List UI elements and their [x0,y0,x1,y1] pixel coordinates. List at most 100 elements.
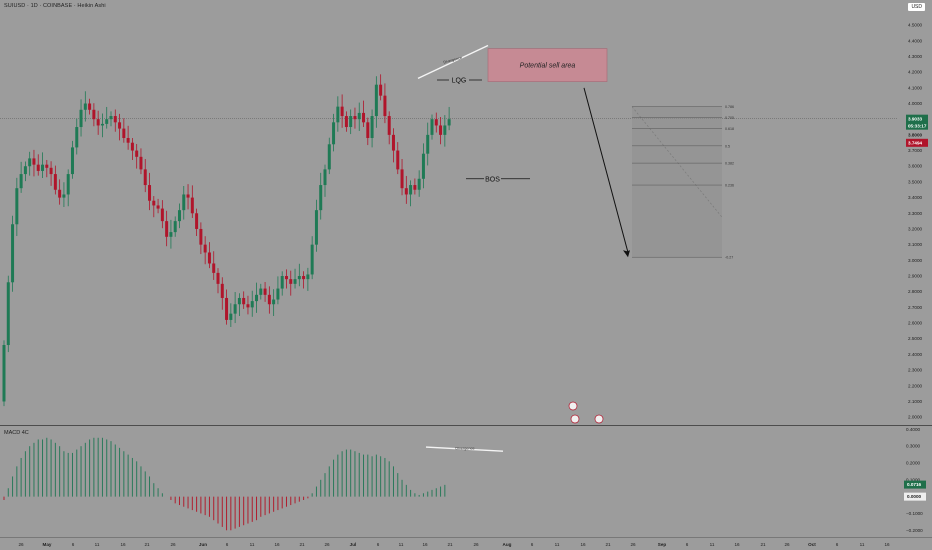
candle-body[interactable] [32,158,36,165]
candle-body[interactable] [36,164,40,171]
candle-body[interactable] [11,224,15,283]
candle-body[interactable] [190,197,194,214]
candle-body[interactable] [314,210,318,245]
candle-body[interactable] [225,297,229,320]
candle-body[interactable] [58,189,62,198]
candle-body[interactable] [148,185,152,201]
candle-body[interactable] [284,276,288,280]
candle-body[interactable] [130,142,134,151]
candle-body[interactable] [79,109,83,128]
candle-body[interactable] [233,304,237,314]
candle-body[interactable] [19,174,23,189]
candle-body[interactable] [430,119,434,135]
candle-body[interactable] [169,232,173,237]
candle-body[interactable] [139,156,143,170]
event-marker-icon[interactable] [570,414,580,424]
candle-body[interactable] [28,158,32,167]
candle-body[interactable] [173,221,177,233]
candle-body[interactable] [160,208,164,222]
candle-body[interactable] [327,144,331,170]
candle-body[interactable] [216,272,220,284]
candle-body[interactable] [105,119,109,124]
candle-body[interactable] [165,221,169,237]
candle-body[interactable] [387,116,391,135]
candle-body[interactable] [259,288,263,295]
candle-body[interactable] [434,119,438,126]
candle-body[interactable] [409,185,413,195]
candle-body[interactable] [156,205,160,209]
candle-body[interactable] [100,123,104,126]
candle-body[interactable] [289,279,293,284]
candle-body[interactable] [447,119,451,126]
candle-body[interactable] [41,164,45,171]
candle-body[interactable] [143,169,147,186]
candle-body[interactable] [23,166,27,175]
candle-body[interactable] [152,200,156,206]
candle-body[interactable] [122,128,126,139]
sell-zone-box[interactable] [487,48,608,82]
candle-body[interactable] [323,169,327,186]
candle-body[interactable] [293,279,297,284]
candle-body[interactable] [357,112,361,120]
candle-body[interactable] [182,194,186,211]
event-marker-icon[interactable] [594,414,604,424]
candle-body[interactable] [45,164,49,168]
candle-body[interactable] [62,194,66,198]
currency-badge[interactable]: USD [908,3,925,11]
candle-body[interactable] [15,188,19,225]
candle-body[interactable] [391,134,395,151]
candle-body[interactable] [404,188,408,195]
candle-body[interactable] [276,288,280,300]
candle-body[interactable] [353,116,357,120]
candle-body[interactable] [49,167,53,175]
candle-body[interactable] [177,210,181,222]
candle-body[interactable] [306,274,310,280]
candle-body[interactable] [203,244,207,253]
candle-body[interactable] [195,213,199,229]
candle-body[interactable] [417,178,421,190]
candle-body[interactable] [92,109,96,120]
candle-body[interactable] [272,299,276,305]
candle-body[interactable] [109,116,113,120]
candle-body[interactable] [113,116,117,123]
candle-body[interactable] [212,263,216,273]
candle-body[interactable] [53,174,57,190]
candle-body[interactable] [297,276,301,280]
candle-body[interactable] [413,185,417,190]
candle-body[interactable] [255,294,259,302]
candle-body[interactable] [302,276,306,280]
candle-body[interactable] [366,122,370,139]
candle-body[interactable] [280,276,284,289]
candle-body[interactable] [383,95,387,117]
candle-body[interactable] [6,282,10,346]
candle-body[interactable] [2,345,6,402]
candle-body[interactable] [199,228,203,245]
candle-body[interactable] [237,297,241,305]
candle-body[interactable] [396,150,400,170]
candle-body[interactable] [267,294,271,305]
candle-body[interactable] [443,125,447,135]
candle-body[interactable] [207,252,211,264]
candle-body[interactable] [118,122,122,129]
candle-body[interactable] [70,147,74,175]
candle-body[interactable] [186,194,190,198]
candle-body[interactable] [340,106,344,117]
candle-body[interactable] [75,127,79,148]
candle-body[interactable] [370,116,374,139]
candle-body[interactable] [379,84,383,96]
candle-body[interactable] [319,185,323,211]
candle-body[interactable] [336,106,340,123]
candle-body[interactable] [126,138,130,143]
candle-body[interactable] [66,174,70,195]
candle-body[interactable] [349,116,353,128]
candle-body[interactable] [242,297,246,305]
candle-body[interactable] [229,313,233,320]
candle-body[interactable] [439,125,443,135]
candle-body[interactable] [96,119,100,126]
candle-body[interactable] [421,153,425,179]
candle-body[interactable] [135,150,139,157]
event-marker-icon[interactable] [568,401,578,411]
fib-box[interactable] [632,106,722,258]
candle-body[interactable] [400,169,404,189]
